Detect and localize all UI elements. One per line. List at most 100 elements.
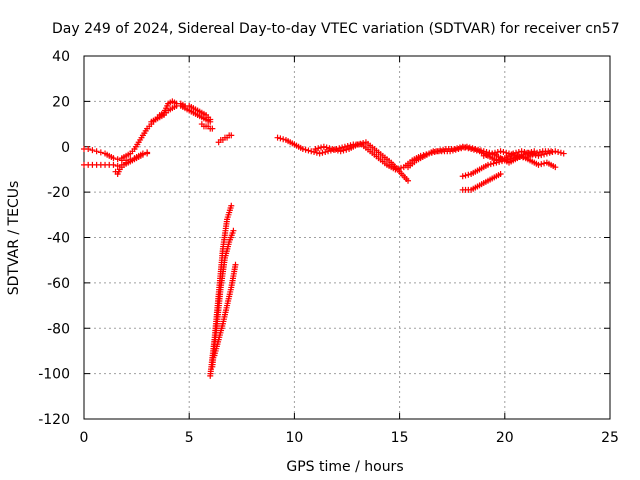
data-point (114, 156, 121, 163)
series-arc-8 (480, 148, 538, 166)
data-point (497, 148, 504, 155)
data-point (461, 144, 468, 151)
data-point (344, 142, 351, 149)
data-point (326, 145, 333, 152)
data-point (93, 148, 100, 155)
data-point (494, 149, 501, 156)
data-point (548, 148, 555, 155)
series-arc-3d (215, 132, 235, 146)
data-point (97, 149, 104, 156)
series-arc-2 (118, 102, 214, 162)
data-point (525, 149, 532, 156)
data-marks (81, 98, 567, 379)
y-tick-label: -40 (47, 231, 70, 247)
data-point (437, 147, 444, 154)
data-point (493, 159, 500, 166)
series-arc-1a (81, 146, 151, 164)
data-point (484, 161, 491, 168)
data-point (316, 150, 323, 157)
data-point (506, 150, 513, 157)
data-point (230, 227, 237, 234)
data-point (463, 143, 470, 150)
x-axis-label: GPS time / hours (286, 459, 403, 475)
data-point (114, 163, 121, 170)
data-point (459, 173, 466, 180)
grid (84, 56, 610, 419)
data-point (469, 145, 476, 152)
data-point (541, 151, 548, 158)
axis-ticks: 0 5 10 15 20 25 -120 -100 -80 -60 -40 -20 0 20 40 (38, 49, 619, 446)
data-point (308, 148, 315, 155)
data-point (299, 146, 306, 153)
data-point (535, 152, 542, 159)
data-point (311, 149, 318, 156)
data-point (508, 151, 515, 158)
data-point (490, 160, 497, 167)
data-point (549, 149, 556, 156)
data-point (322, 149, 329, 156)
data-point (535, 161, 542, 168)
data-point (228, 132, 235, 139)
y-tick-label: 40 (52, 49, 70, 65)
data-point (536, 149, 543, 156)
data-point (313, 149, 320, 156)
series-arc-3b (209, 227, 237, 370)
data-point (405, 177, 412, 184)
data-point (139, 151, 146, 158)
data-point (487, 161, 494, 168)
x-tick-label: 5 (185, 430, 194, 446)
data-point (280, 136, 287, 143)
series-arc-2b (148, 98, 214, 125)
data-point (357, 140, 364, 147)
series-arc-5 (405, 143, 555, 171)
data-point (312, 146, 319, 153)
data-point (334, 147, 341, 154)
y-tick-label: 0 (61, 140, 70, 156)
data-point (360, 139, 367, 146)
data-point (123, 159, 130, 166)
data-point (318, 144, 325, 151)
data-point (483, 152, 490, 159)
y-tick-label: 20 (52, 94, 70, 110)
data-point (528, 149, 535, 156)
data-point (522, 150, 529, 157)
x-tick-label: 10 (285, 430, 303, 446)
data-point (209, 125, 216, 132)
x-tick-label: 15 (391, 430, 409, 446)
data-point (455, 146, 462, 153)
data-point (320, 143, 327, 150)
data-point (447, 148, 454, 155)
data-point (302, 146, 309, 153)
data-point (480, 152, 487, 159)
data-point (462, 172, 469, 179)
data-point (555, 149, 562, 156)
data-point (339, 144, 346, 151)
data-point (232, 261, 239, 268)
data-point (497, 170, 504, 177)
data-point (538, 152, 545, 159)
data-point (496, 158, 503, 165)
data-point (332, 146, 339, 153)
data-point (110, 161, 117, 168)
data-point (274, 134, 281, 141)
data-point (466, 144, 473, 151)
data-point (228, 202, 235, 209)
y-tick-label: -100 (38, 367, 70, 383)
data-point (531, 148, 538, 155)
data-point (449, 147, 456, 154)
data-point (354, 141, 361, 148)
data-point (560, 150, 567, 157)
x-tick-label: 20 (496, 430, 514, 446)
data-point (144, 150, 151, 157)
data-point (323, 144, 330, 151)
series-arc-3c (211, 261, 239, 359)
x-tick-label: 0 (80, 430, 89, 446)
y-tick-label: -60 (47, 276, 70, 292)
data-point (329, 146, 336, 153)
data-point (277, 135, 284, 142)
data-point (343, 146, 350, 153)
data-point (475, 146, 482, 153)
data-point (465, 171, 472, 178)
data-point (341, 143, 348, 150)
